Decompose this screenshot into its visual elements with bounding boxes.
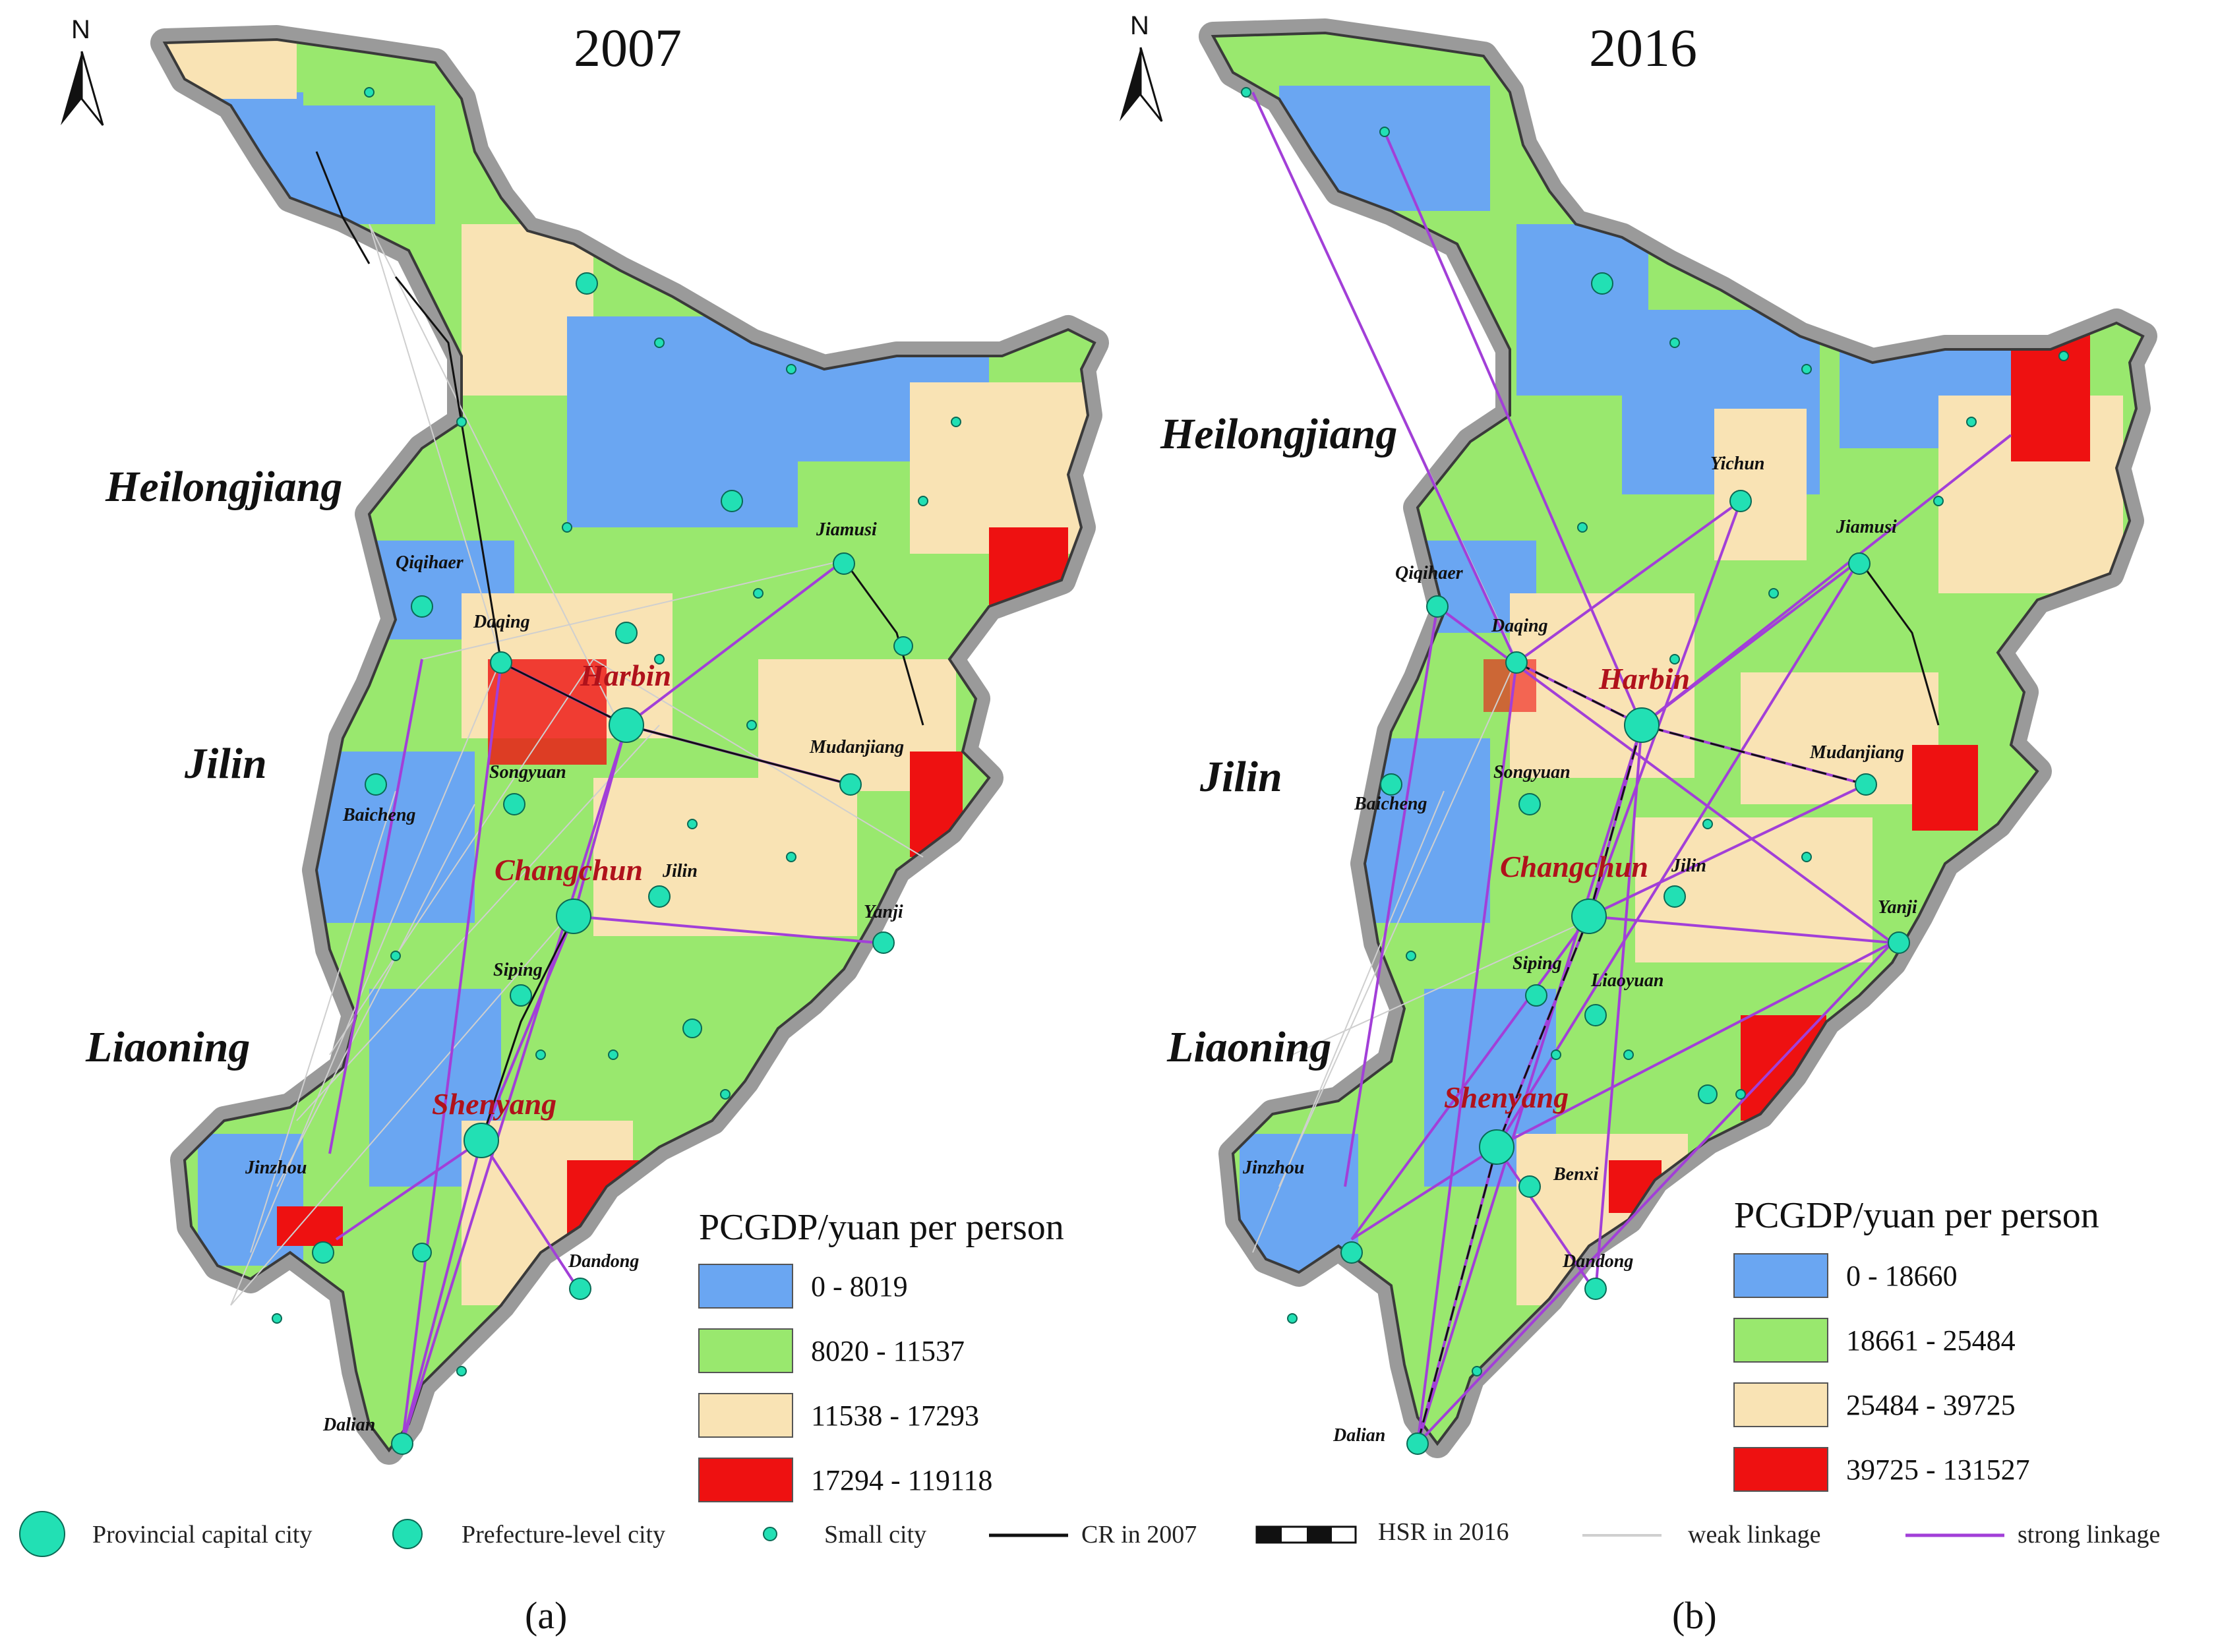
city-label: Jinzhou <box>1242 1158 1304 1178</box>
legend-title: PCGDP/yuan per person <box>699 1207 1064 1248</box>
legend-strong-linkage: strong linkage <box>2018 1521 2160 1549</box>
capital-marker[interactable] <box>1479 1129 1514 1165</box>
city-label: Baicheng <box>1354 794 1427 814</box>
capital-label: Shenyang <box>1444 1080 1569 1114</box>
province-label: Jilin <box>1199 753 1282 801</box>
legend-small-city: Small city <box>824 1521 926 1549</box>
legend-provincial-capital: Provincial capital city <box>92 1521 312 1549</box>
capital-label: Changchun <box>495 853 643 887</box>
legend-swatch <box>698 1393 793 1438</box>
strong-linkages <box>1251 92 2012 1445</box>
city-label: Daqing <box>473 612 530 632</box>
legend-title: PCGDP/yuan per person <box>1734 1195 2099 1236</box>
north-label: N <box>71 15 90 44</box>
small-city-symbol <box>763 1527 777 1541</box>
legend-class-label: 11538 - 17293 <box>811 1400 979 1432</box>
legend-class-label: 8020 - 11537 <box>811 1335 965 1367</box>
city-label: Songyuan <box>1493 762 1571 782</box>
capital-marker[interactable] <box>464 1123 499 1158</box>
capital-marker[interactable] <box>1624 707 1660 743</box>
city-label: Siping <box>1513 953 1562 974</box>
province-label: Liaoning <box>1166 1023 1331 1071</box>
legend-swatch <box>698 1328 793 1373</box>
city-label: Mudanjiang <box>1809 742 1904 763</box>
legend-prefecture-city: Prefecture-level city <box>462 1521 665 1549</box>
legend-class-label: 0 - 8019 <box>811 1270 908 1303</box>
legend-class-label: 39725 - 131527 <box>1846 1454 2030 1486</box>
province-label: Liaoning <box>85 1023 250 1071</box>
capital-label: Shenyang <box>432 1087 556 1121</box>
city-markers <box>272 87 961 1455</box>
bottom-legend: Provincial capital city Prefecture-level… <box>19 1511 2160 1557</box>
pcgdp-legend: PCGDP/yuan per person 0 - 8019 8020 - 115… <box>698 1207 1064 1502</box>
city-label: Dandong <box>568 1251 639 1272</box>
city-label: Jilin <box>1671 856 1706 876</box>
legend-class-label: 0 - 18660 <box>1846 1260 1958 1292</box>
capital-label: Harbin <box>1598 662 1690 695</box>
city-label: Dalian <box>322 1415 375 1435</box>
legend-class-label: 17294 - 119118 <box>811 1464 992 1496</box>
province-label: Heilongjiang <box>105 463 342 511</box>
city-label: Benxi <box>1553 1164 1599 1185</box>
north-label: N <box>1130 11 1149 40</box>
city-label: Yanji <box>864 902 903 922</box>
legend-swatch <box>1733 1382 1828 1427</box>
legend-class-label: 25484 - 39725 <box>1846 1389 2016 1421</box>
sub-figure-label: (b) <box>1672 1594 1717 1637</box>
city-label: Qiqihaer <box>1395 563 1464 583</box>
legend-swatch <box>1733 1318 1828 1363</box>
sub-figure-label: (a) <box>525 1594 567 1637</box>
city-label: Dandong <box>1562 1251 1633 1272</box>
north-arrow: N <box>1120 11 1163 122</box>
panel-year-title: 2016 <box>1589 18 1697 78</box>
pcgdp-legend: PCGDP/yuan per person 0 - 18660 18661 - 2… <box>1733 1195 2099 1492</box>
provincial-capital-symbol <box>19 1511 65 1557</box>
city-label: Jinzhou <box>245 1158 307 1178</box>
legend-cr-2007: CR in 2007 <box>1081 1521 1197 1549</box>
province-label: Heilongjiang <box>1160 410 1397 458</box>
panel-2007: 2007 N Heilongjiang Jilin Liaoning Harbi… <box>61 15 1121 1637</box>
city-label: Mudanjiang <box>809 737 904 757</box>
capital-marker[interactable] <box>1571 899 1607 934</box>
legend-swatch <box>1733 1253 1828 1298</box>
capital-marker[interactable] <box>556 899 591 934</box>
legend-swatch <box>698 1458 793 1502</box>
capital-label: Harbin <box>580 659 671 692</box>
panel-year-title: 2007 <box>574 18 682 78</box>
city-label: Dalian <box>1333 1425 1385 1446</box>
city-label: Baicheng <box>342 805 415 825</box>
weak-linkages <box>230 223 924 1306</box>
city-label: Jilin <box>662 861 698 881</box>
cr-2007-lines <box>315 151 924 1141</box>
north-arrow: N <box>61 15 104 126</box>
city-label: Yanji <box>1878 897 1917 918</box>
city-label: Qiqihaer <box>396 552 464 573</box>
city-label: Yichun <box>1710 454 1764 474</box>
pcgdp-region-fills <box>1213 33 2143 1444</box>
city-label: Daqing <box>1491 616 1548 636</box>
prefecture-city-symbol <box>392 1519 423 1549</box>
panel-2016: 2016 N Heilongjiang Jilin Liaoning Harbi… <box>1120 11 2218 1637</box>
legend-swatch <box>1733 1447 1828 1492</box>
legend-hsr-2016: HSR in 2016 <box>1378 1518 1509 1546</box>
city-label: Jiamusi <box>816 519 877 540</box>
capital-label: Changchun <box>1500 850 1648 883</box>
hsr-line-symbol <box>1255 1525 1357 1544</box>
city-label: Songyuan <box>489 762 566 782</box>
city-label: Jiamusi <box>1836 517 1897 537</box>
capital-marker[interactable] <box>609 707 644 743</box>
legend-weak-linkage: weak linkage <box>1688 1521 1821 1549</box>
city-label: Siping <box>493 960 543 980</box>
legend-swatch <box>698 1264 793 1309</box>
province-label: Jilin <box>184 740 267 788</box>
legend-class-label: 18661 - 25484 <box>1846 1324 2016 1357</box>
city-markers <box>1241 87 2069 1455</box>
city-label: Liaoyuan <box>1590 970 1664 991</box>
